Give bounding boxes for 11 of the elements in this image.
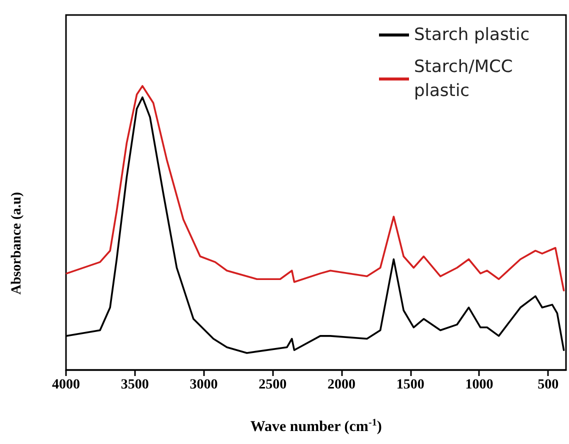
x-tick-label: 2500 (258, 378, 287, 392)
legend-label: Starch plastic (414, 25, 530, 45)
x-tick-label: 1500 (396, 378, 424, 392)
y-axis-title: Absorbance (a.u) (10, 192, 24, 295)
x-tick-label: 2000 (327, 378, 356, 392)
x-tick-label: 4000 (52, 378, 80, 392)
x-tick-label: 3500 (120, 378, 149, 392)
x-tick-label: 1000 (465, 378, 494, 392)
legend-label: Starch/MCC plastic (414, 57, 518, 101)
x-tick-label: 500 (538, 378, 559, 392)
x-tick-label: 3000 (190, 378, 218, 392)
